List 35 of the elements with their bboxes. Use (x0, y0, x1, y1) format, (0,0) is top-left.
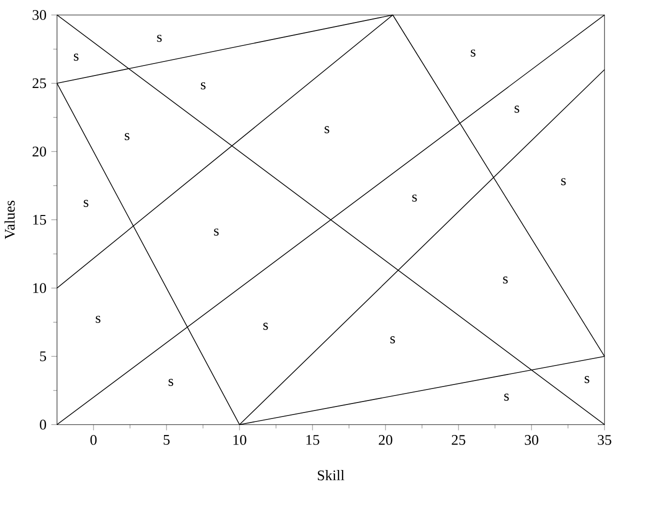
x-tick-label: 5 (164, 435, 170, 445)
annotation: s (390, 336, 395, 344)
annotation: s (157, 35, 162, 42)
y-tick-label: 5 (40, 352, 46, 362)
annotation: s (503, 276, 508, 284)
x-tick-label: 35 (598, 435, 612, 446)
annotation: s (168, 379, 174, 386)
y-tick-label: 30 (32, 10, 46, 20)
y-tick-label: 15 (33, 215, 46, 225)
annotation: s (263, 323, 268, 330)
annotation: s (324, 126, 330, 134)
annotation: s (200, 82, 206, 90)
annotation: s (504, 394, 509, 401)
annotation: s (584, 376, 590, 384)
annotation: s (514, 106, 520, 113)
x-axis-title: Skill (318, 470, 344, 481)
annotation: s (84, 200, 88, 208)
annotation: s (96, 316, 100, 324)
annotation: s (124, 133, 130, 140)
annotation: s (412, 194, 417, 202)
y-tick-label: 0 (40, 420, 46, 430)
annotation: s (214, 228, 219, 236)
x-tick-label: 0 (90, 435, 97, 446)
x-tick-label: 10 (233, 435, 246, 446)
y-tick-label: 25 (32, 78, 46, 88)
x-tick-label: 25 (452, 435, 466, 446)
x-tick-label: 20 (378, 435, 392, 446)
annotation: s (561, 178, 566, 186)
annotation: s (470, 50, 476, 57)
y-tick-label: 20 (32, 146, 46, 157)
x-tick-label: 15 (306, 435, 320, 446)
annotation: s (74, 54, 78, 61)
y-axis-title: Values (4, 201, 15, 240)
y-tick-label: 10 (33, 283, 46, 294)
x-tick-label: 30 (524, 435, 538, 446)
